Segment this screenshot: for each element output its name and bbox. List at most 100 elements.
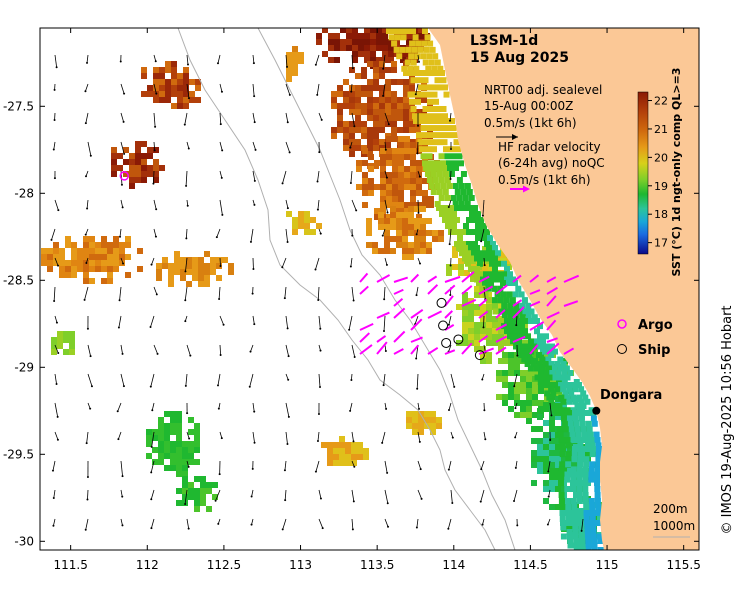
sst-pixel xyxy=(565,442,572,449)
velocity-arrowhead xyxy=(216,384,219,387)
sst-pixel xyxy=(453,165,459,171)
sst-pixel xyxy=(479,285,486,292)
sst-pixel xyxy=(388,51,394,57)
sst-pixel xyxy=(89,242,95,248)
sst-pixel xyxy=(449,146,455,153)
sst-pixel xyxy=(101,254,107,260)
sst-pixel xyxy=(362,190,368,196)
sst-pixel xyxy=(430,423,436,429)
sst-pixel xyxy=(404,178,410,184)
velocity-arrowhead xyxy=(154,235,157,238)
sst-pixel xyxy=(571,504,578,510)
velocity-arrowhead xyxy=(90,385,93,388)
sst-pixel xyxy=(363,448,369,454)
sst-pixel xyxy=(442,113,448,120)
sst-pixel xyxy=(286,58,292,64)
sst-pixel xyxy=(398,148,404,154)
velocity-arrowhead xyxy=(352,440,355,443)
sst-pixel xyxy=(513,343,519,350)
velocity-arrowhead xyxy=(447,468,450,471)
sst-pixel xyxy=(475,211,481,217)
velocity-arrow xyxy=(249,373,254,387)
sst-pixel xyxy=(581,431,588,438)
sst-pixel xyxy=(376,57,382,63)
sst-pixel xyxy=(386,172,392,178)
sst-pixel xyxy=(455,146,461,153)
sst-pixel xyxy=(556,426,563,433)
sst-pixel xyxy=(392,202,398,208)
sst-pixel xyxy=(391,115,397,121)
sst-pixel xyxy=(152,447,158,453)
sst-pixel xyxy=(69,343,75,349)
sst-pixel xyxy=(392,166,398,172)
sst-pixel xyxy=(474,286,480,292)
velocity-arrow xyxy=(151,431,155,447)
velocity-arrowhead xyxy=(221,149,224,152)
sst-pixel xyxy=(343,133,349,139)
velocity-arrowhead xyxy=(220,90,223,93)
sst-pixel xyxy=(158,423,164,429)
sst-pixel xyxy=(501,302,508,309)
velocity-arrowhead xyxy=(281,266,284,269)
sst-pixel xyxy=(113,260,119,266)
sst-pixel xyxy=(362,160,368,166)
sst-pixel xyxy=(436,113,442,120)
sst-pixel xyxy=(509,297,516,304)
sst-pixel xyxy=(546,382,552,388)
sst-pixel xyxy=(589,461,596,468)
velocity-arrowhead xyxy=(381,234,384,237)
sst-pixel xyxy=(478,217,484,223)
sst-pixel xyxy=(361,127,367,133)
sst-pixel xyxy=(549,408,555,414)
sst-pixel xyxy=(355,73,361,79)
sst-pixel xyxy=(373,145,379,151)
sst-pixel xyxy=(443,118,449,124)
sst-pixel xyxy=(501,314,508,321)
hf-scale: 0.5m/s (1kt 6h) xyxy=(498,173,591,187)
velocity-arrowhead xyxy=(183,123,186,126)
sst-pixel xyxy=(384,218,390,224)
velocity-arrow xyxy=(317,286,320,301)
sst-pixel xyxy=(472,229,478,235)
sst-pixel xyxy=(391,79,397,85)
sst-pixel xyxy=(550,390,557,397)
sst-pixel xyxy=(578,398,585,405)
sst-pixel xyxy=(543,462,549,468)
sst-pixel xyxy=(549,486,555,492)
velocity-arrowhead xyxy=(351,67,354,70)
sst-pixel xyxy=(158,429,164,435)
velocity-arrowhead xyxy=(117,326,120,329)
sst-pixel xyxy=(373,61,379,67)
sst-pixel xyxy=(339,454,345,460)
velocity-arrowhead xyxy=(286,327,289,330)
sealevel-velocity-arrows xyxy=(50,54,584,532)
hf-arrow xyxy=(410,336,423,343)
velocity-arrow xyxy=(285,83,291,96)
sst-pixel xyxy=(385,109,391,115)
sst-pixel xyxy=(480,310,486,316)
colorbar-tick-label: 20 xyxy=(654,151,668,164)
sst-pixel xyxy=(165,67,171,73)
velocity-arrow xyxy=(317,199,320,210)
sst-pixel xyxy=(327,460,333,466)
sst-pixel xyxy=(343,79,349,85)
sst-pixel xyxy=(492,245,498,251)
sst-pixel xyxy=(412,417,418,423)
sst-pixel xyxy=(432,125,439,132)
velocity-arrowhead xyxy=(189,354,192,357)
sst-pixel xyxy=(376,45,382,51)
velocity-arrow xyxy=(349,402,353,411)
sst-pixel xyxy=(420,236,426,242)
hf-arrow xyxy=(410,318,423,331)
sst-pixel xyxy=(182,482,188,488)
velocity-arrowhead xyxy=(84,528,87,531)
sst-pixel xyxy=(432,177,439,183)
sst-pixel xyxy=(380,160,386,166)
velocity-arrow xyxy=(284,286,287,299)
sst-pixel xyxy=(458,183,465,189)
velocity-arrow xyxy=(86,54,89,63)
sst-pixel xyxy=(500,291,507,298)
sst-pixel xyxy=(477,260,483,267)
sst-pixel xyxy=(562,426,569,433)
sst-pixel xyxy=(398,196,404,202)
